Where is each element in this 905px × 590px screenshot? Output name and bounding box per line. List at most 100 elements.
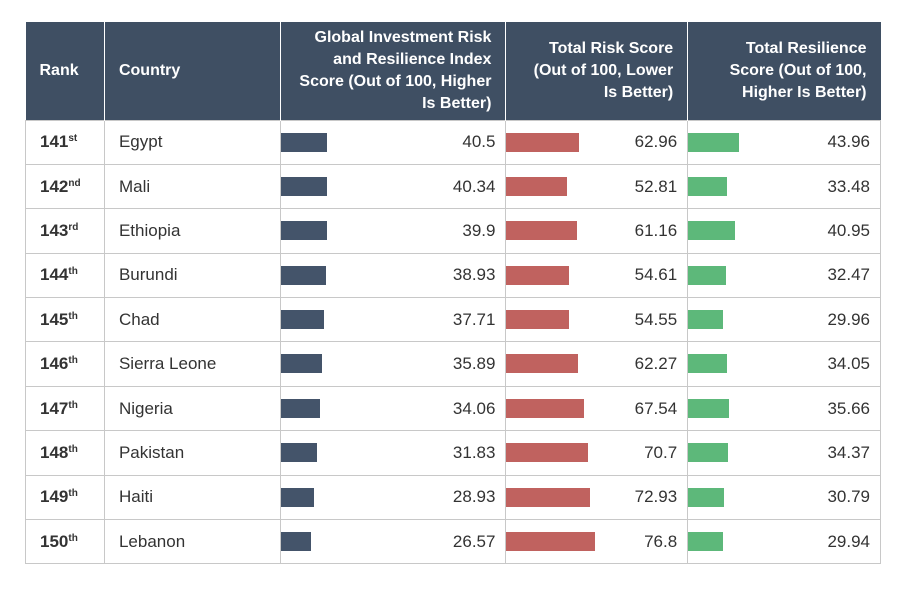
value-bar xyxy=(280,176,328,196)
rank-number: 142 xyxy=(40,176,69,196)
value-label: 35.89 xyxy=(452,354,496,374)
rank-suffix: th xyxy=(68,488,78,500)
table-row: 146th Sierra Leone 35.89 62.27 34.05 xyxy=(25,341,881,387)
value-cell: 38.93 xyxy=(279,252,507,299)
value-bar xyxy=(688,132,739,152)
table-row: 149th Haiti 28.93 72.93 30.79 xyxy=(25,474,881,521)
value-cell: 30.79 xyxy=(687,474,881,521)
value-bar xyxy=(688,310,723,330)
value-bar xyxy=(688,443,728,463)
value-cell: 28.93 xyxy=(279,474,507,521)
rank-number: 144 xyxy=(40,265,69,285)
value-cell: 34.37 xyxy=(687,430,881,476)
value-bar xyxy=(280,532,312,552)
table-row: 147th Nigeria 34.06 67.54 35.66 xyxy=(25,385,881,432)
value-bar xyxy=(506,487,591,507)
value-label: 28.93 xyxy=(452,487,496,507)
value-label: 34.06 xyxy=(452,398,496,418)
value-label: 34.05 xyxy=(827,354,870,374)
table-row: 150th Lebanon 26.57 76.8 29.94 xyxy=(25,519,881,565)
value-label: 30.79 xyxy=(827,487,870,507)
country: Sierra Leone xyxy=(103,341,281,387)
value-label: 40.95 xyxy=(827,220,870,240)
rank-number: 145 xyxy=(40,309,69,329)
value-cell: 29.94 xyxy=(687,519,881,565)
rank-number: 149 xyxy=(40,487,69,507)
value-label: 70.7 xyxy=(644,442,678,462)
country: Egypt xyxy=(103,119,281,165)
value-bar xyxy=(688,354,728,374)
value-bar xyxy=(280,132,328,152)
value-label: 54.61 xyxy=(634,265,678,285)
country: Ethiopia xyxy=(103,208,281,254)
value-bar xyxy=(506,310,570,330)
value-label: 62.96 xyxy=(634,132,678,152)
value-label: 67.54 xyxy=(634,398,678,418)
value-cell: 34.06 xyxy=(279,385,507,432)
value-cell: 35.66 xyxy=(687,385,881,432)
value-cell: 34.05 xyxy=(687,341,881,387)
column-header: Total Resilience Score (Out of 100, High… xyxy=(687,22,881,120)
value-label: 40.34 xyxy=(452,176,496,196)
value-bar xyxy=(506,221,577,241)
value-cell: 37.71 xyxy=(279,297,507,343)
country: Mali xyxy=(103,163,281,210)
rank-suffix: st xyxy=(68,133,78,145)
value-cell: 40.34 xyxy=(279,163,507,210)
value-cell: 29.96 xyxy=(687,297,881,343)
value-cell: 32.47 xyxy=(687,252,881,299)
value-label: 40.5 xyxy=(462,132,496,152)
value-label: 52.81 xyxy=(634,176,678,196)
country: Burundi xyxy=(103,252,281,299)
country: Chad xyxy=(103,297,281,343)
value-cell: 40.95 xyxy=(687,208,881,254)
value-label: 39.9 xyxy=(462,220,496,240)
value-bar xyxy=(280,354,323,374)
value-label: 34.37 xyxy=(827,442,870,462)
value-label: 72.93 xyxy=(634,487,678,507)
value-label: 29.94 xyxy=(827,531,870,551)
value-label: 76.8 xyxy=(644,531,678,551)
rank-suffix: th xyxy=(68,266,78,278)
rank-cell: 150th xyxy=(25,519,105,565)
value-label: 61.16 xyxy=(634,220,678,240)
value-label: 35.66 xyxy=(827,398,870,418)
value-cell: 43.96 xyxy=(687,119,881,165)
value-cell: 35.89 xyxy=(279,341,507,387)
rank-suffix: th xyxy=(68,355,78,367)
value-cell: 26.57 xyxy=(279,519,507,565)
value-cell: 52.81 xyxy=(505,163,689,210)
rank-suffix: th xyxy=(68,310,78,322)
column-header: Rank xyxy=(25,22,105,120)
value-bar xyxy=(280,221,327,241)
country: Lebanon xyxy=(103,519,281,565)
value-cell: 76.8 xyxy=(505,519,689,565)
table-row: 141st Egypt 40.5 62.96 43.96 xyxy=(25,119,881,165)
rank-cell: 142nd xyxy=(25,163,105,210)
value-label: 33.48 xyxy=(827,176,870,196)
rank-suffix: th xyxy=(68,443,78,455)
value-bar xyxy=(506,265,570,285)
column-header: Global Investment Risk and Resilience In… xyxy=(279,22,506,120)
value-bar xyxy=(280,487,315,507)
value-label: 62.27 xyxy=(634,354,678,374)
value-cell: 67.54 xyxy=(505,385,689,432)
rank-number: 150 xyxy=(40,531,69,551)
value-bar xyxy=(688,532,723,552)
value-label: 43.96 xyxy=(827,132,870,152)
value-label: 31.83 xyxy=(452,442,496,462)
value-bar xyxy=(506,132,579,152)
value-cell: 62.27 xyxy=(505,341,689,387)
value-label: 38.93 xyxy=(452,265,496,285)
value-bar xyxy=(688,487,724,507)
rank-number: 146 xyxy=(40,354,69,374)
rank-suffix: nd xyxy=(68,177,81,189)
value-bar xyxy=(506,398,585,418)
value-bar xyxy=(688,265,726,285)
table-row: 148th Pakistan 31.83 70.7 34.37 xyxy=(25,430,881,476)
value-bar xyxy=(280,443,318,463)
table-row: 142nd Mali 40.34 52.81 33.48 xyxy=(25,163,881,210)
table-row: 145th Chad 37.71 54.55 29.96 xyxy=(25,297,881,343)
value-cell: 54.61 xyxy=(505,252,689,299)
